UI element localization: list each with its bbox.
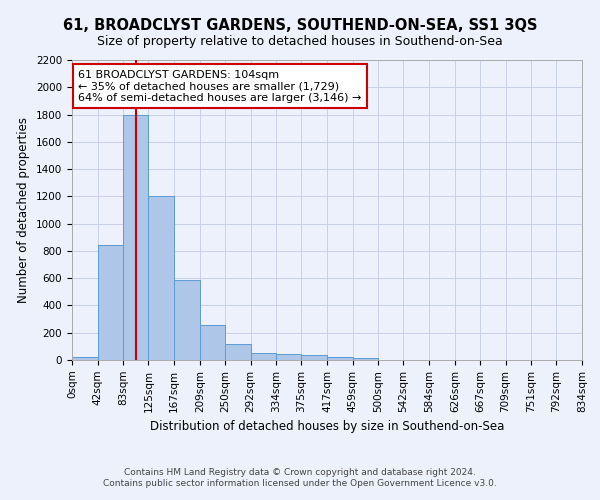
Bar <box>123 114 148 360</box>
Bar <box>353 358 378 360</box>
Bar <box>72 356 98 360</box>
Text: Contains HM Land Registry data © Crown copyright and database right 2024.
Contai: Contains HM Land Registry data © Crown c… <box>103 468 497 487</box>
Bar <box>225 344 251 360</box>
Bar <box>174 280 200 360</box>
Bar <box>301 355 327 360</box>
X-axis label: Distribution of detached houses by size in Southend-on-Sea: Distribution of detached houses by size … <box>150 420 504 433</box>
Text: 61, BROADCLYST GARDENS, SOUTHEND-ON-SEA, SS1 3QS: 61, BROADCLYST GARDENS, SOUTHEND-ON-SEA,… <box>63 18 537 32</box>
Bar <box>200 324 225 360</box>
Bar <box>251 353 276 360</box>
Bar <box>148 196 174 360</box>
Bar <box>276 354 301 360</box>
Y-axis label: Number of detached properties: Number of detached properties <box>17 117 31 303</box>
Text: 61 BROADCLYST GARDENS: 104sqm
← 35% of detached houses are smaller (1,729)
64% o: 61 BROADCLYST GARDENS: 104sqm ← 35% of d… <box>78 70 361 102</box>
Text: Size of property relative to detached houses in Southend-on-Sea: Size of property relative to detached ho… <box>97 35 503 48</box>
Bar <box>98 246 123 360</box>
Bar <box>327 356 353 360</box>
